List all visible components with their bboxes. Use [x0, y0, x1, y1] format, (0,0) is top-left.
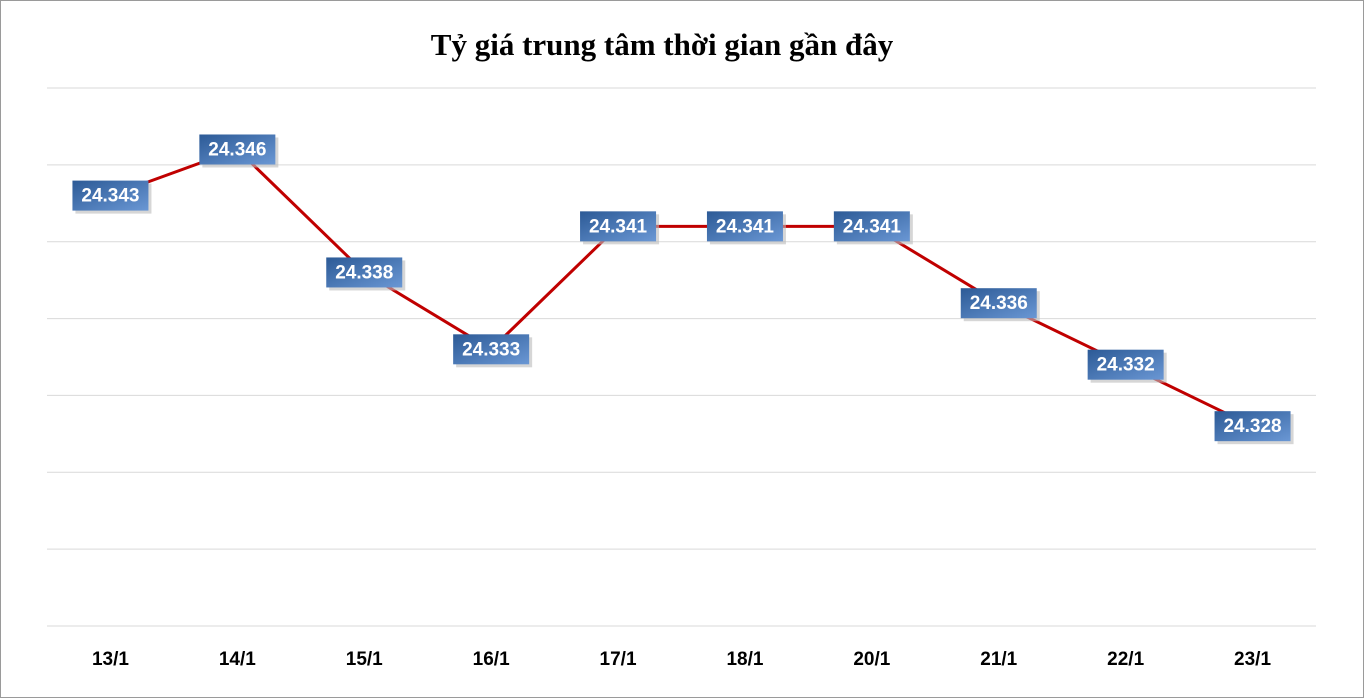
- data-label: 24.333: [462, 339, 520, 360]
- x-tick-label: 21/1: [980, 649, 1017, 670]
- data-label: 24.341: [589, 216, 648, 237]
- x-tick-label: 13/1: [92, 649, 129, 670]
- label-box: [199, 134, 276, 165]
- x-tick-label: 18/1: [726, 649, 763, 670]
- x-tick-label: 23/1: [1234, 649, 1271, 670]
- data-label: 24.328: [1223, 416, 1281, 437]
- data-label: 24.343: [81, 186, 139, 207]
- data-label: 24.338: [335, 262, 393, 283]
- x-tick-label: 20/1: [853, 649, 890, 670]
- x-tick-label: 22/1: [1107, 649, 1144, 670]
- x-tick-label: 17/1: [600, 649, 637, 670]
- data-label: 24.341: [716, 216, 775, 237]
- line: [109, 147, 1254, 428]
- label-box: [453, 334, 530, 365]
- label-box: [72, 180, 149, 211]
- x-tick-label: 16/1: [473, 649, 510, 670]
- label-box: [833, 211, 910, 242]
- label-box: [1214, 411, 1291, 442]
- x-tick-label: 15/1: [346, 649, 383, 670]
- data-label: 24.341: [843, 216, 902, 237]
- chart-title: Tỷ giá trung tâm thời gian gần đây: [431, 27, 894, 62]
- x-tick-label: 14/1: [219, 649, 256, 670]
- label-box: [706, 211, 783, 242]
- label-box: [580, 211, 657, 242]
- label-box: [326, 257, 403, 288]
- data-label: 24.332: [1097, 355, 1155, 376]
- data-label: 24.346: [208, 140, 266, 161]
- label-box: [960, 288, 1037, 319]
- label-box: [1087, 349, 1164, 380]
- data-label: 24.336: [970, 293, 1028, 314]
